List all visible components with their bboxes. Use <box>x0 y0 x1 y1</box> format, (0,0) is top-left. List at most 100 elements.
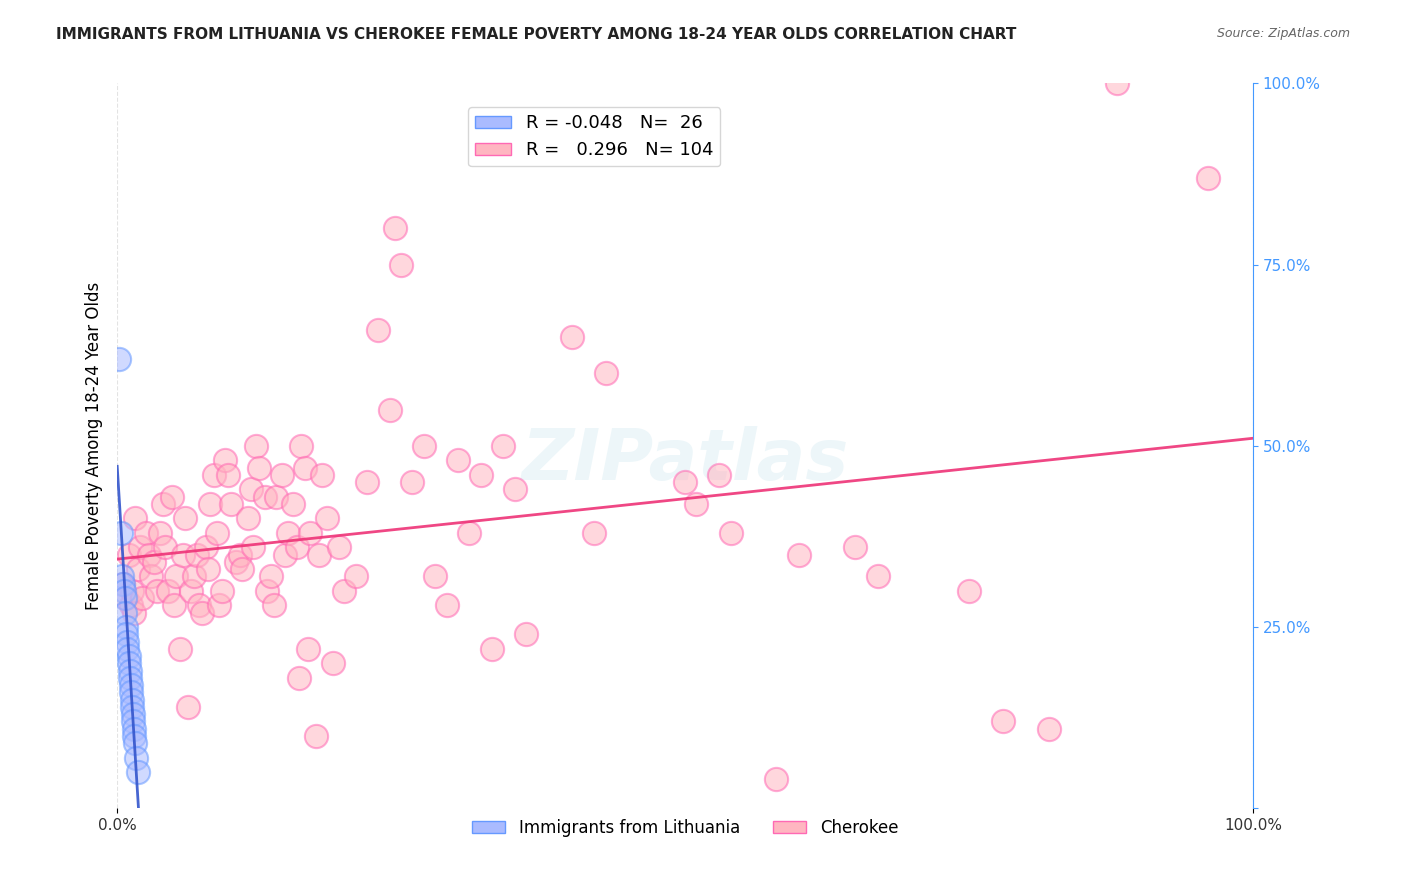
Point <box>436 599 458 613</box>
Point <box>131 591 153 606</box>
Point <box>957 583 980 598</box>
Point <box>200 497 222 511</box>
Point <box>231 562 253 576</box>
Point <box>707 467 730 482</box>
Point <box>294 460 316 475</box>
Point <box>288 671 311 685</box>
Point <box>120 685 142 699</box>
Point <box>120 599 142 613</box>
Point <box>141 569 163 583</box>
Point <box>412 439 434 453</box>
Point <box>124 736 146 750</box>
Point <box>117 657 139 671</box>
Point <box>152 497 174 511</box>
Point <box>125 750 148 764</box>
Point <box>117 649 139 664</box>
Point <box>305 729 328 743</box>
Point <box>274 548 297 562</box>
Point <box>117 548 139 562</box>
Point <box>160 490 183 504</box>
Point <box>214 453 236 467</box>
Text: ZIPatlas: ZIPatlas <box>522 426 849 495</box>
Point <box>183 569 205 583</box>
Point <box>1038 722 1060 736</box>
Point <box>124 511 146 525</box>
Point <box>120 678 142 692</box>
Point <box>765 772 787 787</box>
Point <box>367 323 389 337</box>
Point <box>560 330 582 344</box>
Point <box>256 583 278 598</box>
Point <box>114 606 136 620</box>
Point <box>328 541 350 555</box>
Point <box>470 467 492 482</box>
Point <box>685 497 707 511</box>
Point <box>174 511 197 525</box>
Point <box>146 583 169 598</box>
Point <box>129 541 152 555</box>
Point <box>115 591 138 606</box>
Point <box>149 525 172 540</box>
Point <box>219 497 242 511</box>
Point <box>240 483 263 497</box>
Point <box>245 439 267 453</box>
Point <box>583 525 606 540</box>
Point <box>108 351 131 366</box>
Point <box>787 548 810 562</box>
Point <box>111 569 134 583</box>
Point <box>121 583 143 598</box>
Point <box>991 714 1014 729</box>
Point <box>283 497 305 511</box>
Point <box>515 627 537 641</box>
Point <box>595 367 617 381</box>
Point <box>384 221 406 235</box>
Point <box>333 583 356 598</box>
Point <box>270 467 292 482</box>
Point <box>118 664 141 678</box>
Point <box>121 700 143 714</box>
Point <box>127 765 149 780</box>
Point <box>285 541 308 555</box>
Point <box>1197 170 1219 185</box>
Point <box>111 576 134 591</box>
Point <box>122 606 145 620</box>
Point <box>844 541 866 555</box>
Point <box>163 599 186 613</box>
Point <box>188 599 211 613</box>
Point <box>503 483 526 497</box>
Point <box>322 657 344 671</box>
Point <box>197 562 219 576</box>
Point <box>122 722 145 736</box>
Point <box>253 490 276 504</box>
Point <box>117 642 139 657</box>
Point <box>218 467 240 482</box>
Point <box>378 402 401 417</box>
Point <box>157 583 180 598</box>
Point <box>481 642 503 657</box>
Point <box>297 642 319 657</box>
Point <box>117 634 139 648</box>
Point <box>401 475 423 490</box>
Point <box>299 525 322 540</box>
Point <box>169 642 191 657</box>
Point <box>263 599 285 613</box>
Point <box>176 700 198 714</box>
Point <box>290 439 312 453</box>
Point <box>111 576 134 591</box>
Point <box>135 525 157 540</box>
Point <box>138 548 160 562</box>
Point <box>205 525 228 540</box>
Point <box>447 453 470 467</box>
Point <box>142 555 165 569</box>
Point <box>458 525 481 540</box>
Point <box>186 548 208 562</box>
Point <box>356 475 378 490</box>
Point <box>211 583 233 598</box>
Point <box>122 707 145 722</box>
Point <box>191 606 214 620</box>
Legend: Immigrants from Lithuania, Cherokee: Immigrants from Lithuania, Cherokee <box>465 813 905 844</box>
Point <box>720 525 742 540</box>
Point <box>115 620 138 634</box>
Point <box>202 467 225 482</box>
Point <box>208 599 231 613</box>
